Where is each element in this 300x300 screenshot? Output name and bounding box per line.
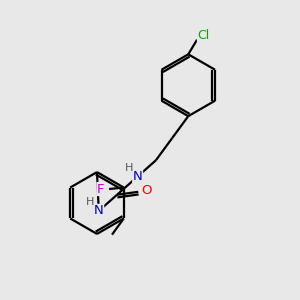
Text: N: N [133, 170, 142, 183]
Text: H: H [125, 163, 134, 173]
Text: Cl: Cl [197, 29, 210, 42]
Text: O: O [141, 184, 152, 197]
Text: H: H [86, 196, 94, 206]
Text: F: F [97, 182, 105, 196]
Text: N: N [94, 204, 104, 218]
